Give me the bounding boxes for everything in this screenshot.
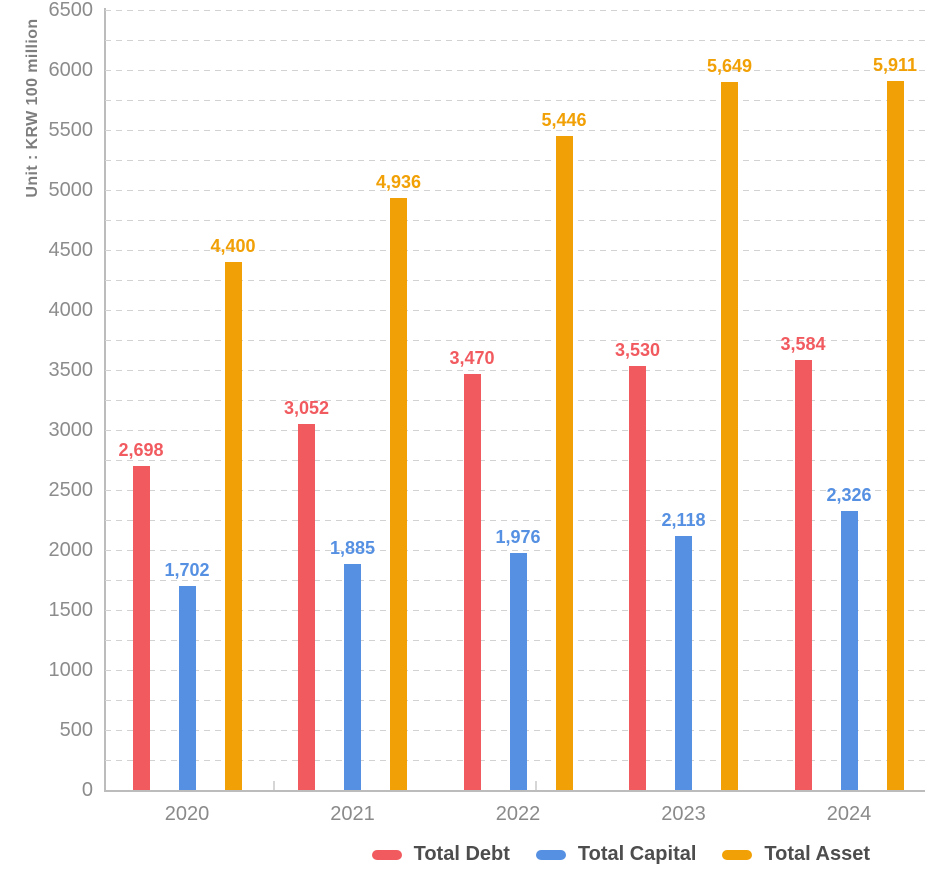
x-tick-label-2020: 2020 [164,803,210,825]
y-tick-label: 5000 [48,179,94,201]
value-label-total-asset-2022: 5,446 [541,110,587,130]
value-label-total-asset-2024: 5,911 [872,55,918,75]
y-axis-unit-label: Unit : KRW 100 million [24,18,41,198]
y-tick-label: 4000 [48,299,94,321]
gridline [105,310,925,311]
bar-total-asset-2023 [721,82,738,790]
value-label-total-asset-2023: 5,649 [706,56,753,76]
gridline [105,280,925,281]
value-label-total-capital-2023: 2,118 [661,510,706,530]
y-tick-label: 2000 [48,539,94,561]
total-capital-swatch-icon [535,849,566,860]
legend-item-total-asset[interactable]: Total Asset [722,843,870,866]
legend-label: Total Capital [577,843,697,865]
value-label-total-debt-2021: 3,052 [283,398,330,418]
bar-total-debt-2023 [629,366,646,790]
gridline [105,430,925,431]
x-axis-tick [273,781,275,790]
y-tick-label: 1000 [48,659,94,681]
y-tick-label: 2500 [48,479,94,501]
y-tick-label: 5500 [48,119,94,141]
bar-total-capital-2024 [841,511,858,790]
value-label-total-debt-2024: 3,584 [780,334,826,354]
x-tick-label-2023: 2023 [661,803,706,825]
y-tick-label: 1500 [48,599,94,621]
gridline [105,550,925,551]
bar-total-capital-2021 [344,564,361,790]
value-label-total-capital-2021: 1,885 [329,538,376,558]
y-tick-label: 3000 [48,419,94,441]
legend-label: Total Asset [764,843,870,865]
x-tick-label-2024: 2024 [826,803,872,825]
y-tick-label: 6500 [48,0,94,21]
x-axis-line [104,790,925,792]
value-label-total-debt-2022: 3,470 [449,348,495,368]
value-label-total-capital-2022: 1,976 [495,527,541,547]
bar-total-capital-2020 [179,586,196,790]
gridline [105,40,925,41]
bar-total-asset-2022 [556,136,573,790]
gridline [105,130,925,131]
gridline [105,370,925,371]
x-axis-tick [535,781,537,790]
gridline [105,160,925,161]
value-label-total-debt-2020: 2,698 [118,440,164,460]
bar-total-asset-2024 [887,81,904,790]
bar-total-debt-2021 [298,424,315,790]
bar-total-asset-2020 [225,262,242,790]
gridline [105,400,925,401]
bar-total-debt-2020 [133,466,150,790]
gridline [105,520,925,521]
gridline [105,10,925,11]
y-tick-label: 500 [59,719,93,741]
bar-total-capital-2023 [675,536,692,790]
gridline [105,100,925,101]
y-tick-label: 0 [81,779,93,801]
x-tick-label-2022: 2022 [495,803,541,825]
value-label-total-capital-2020: 1,702 [164,560,210,580]
gridline [105,220,925,221]
value-label-total-asset-2021: 4,936 [375,172,422,192]
legend-item-total-debt[interactable]: Total Debt [371,843,510,866]
bar-total-debt-2024 [795,360,812,790]
gridline [105,70,925,71]
value-label-total-debt-2023: 3,530 [614,340,661,360]
x-tick-label-2021: 2021 [330,803,375,825]
total-asset-swatch-icon [722,849,753,860]
value-label-total-capital-2024: 2,326 [826,485,872,505]
bar-total-debt-2022 [464,374,481,790]
legend: Total Debt Total Capital Total Asset [371,843,870,866]
gridline [105,340,925,341]
y-tick-label: 3500 [48,359,94,381]
y-tick-label: 6000 [48,59,94,81]
gridline [105,490,925,491]
value-label-total-asset-2020: 4,400 [210,236,256,256]
bar-total-capital-2022 [510,553,527,790]
y-tick-label: 4500 [48,239,94,261]
bar-total-asset-2021 [390,198,407,790]
legend-item-total-capital[interactable]: Total Capital [535,843,697,866]
legend-label: Total Debt [413,843,510,865]
gridline [105,250,925,251]
total-debt-swatch-icon [371,849,402,860]
gridline [105,190,925,191]
gridline [105,460,925,461]
